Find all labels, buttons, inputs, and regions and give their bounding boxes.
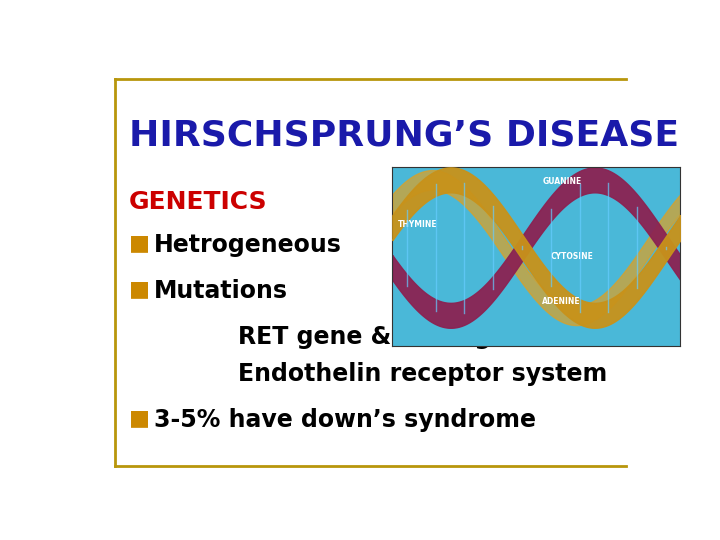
Text: ■: ■ <box>129 279 150 299</box>
Text: Endothelin receptor system: Endothelin receptor system <box>238 362 607 386</box>
Text: HIRSCHSPRUNG’S DISEASE: HIRSCHSPRUNG’S DISEASE <box>129 119 679 153</box>
Text: THYMINE: THYMINE <box>398 220 438 229</box>
Text: GENETICS: GENETICS <box>129 190 268 213</box>
Text: ■: ■ <box>129 408 150 428</box>
Text: ■: ■ <box>129 233 150 253</box>
Text: CYTOSINE: CYTOSINE <box>551 252 594 261</box>
Text: Mutations: Mutations <box>154 279 288 303</box>
Text: RET gene & RET ligands: RET gene & RET ligands <box>238 325 555 349</box>
Text: Hetrogeneous: Hetrogeneous <box>154 233 342 257</box>
Text: 3-5% have down’s syndrome: 3-5% have down’s syndrome <box>154 408 536 432</box>
Text: GUANINE: GUANINE <box>542 177 582 186</box>
Text: ADENINE: ADENINE <box>542 296 581 306</box>
